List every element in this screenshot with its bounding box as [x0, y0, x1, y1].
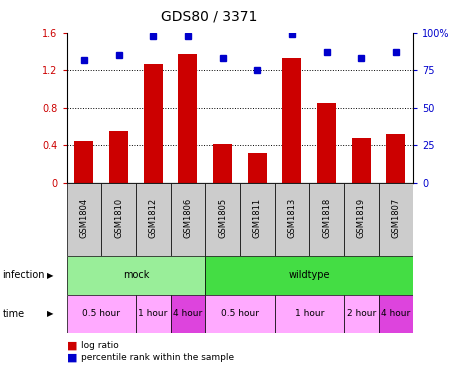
- Text: mock: mock: [123, 270, 149, 280]
- Text: GSM1812: GSM1812: [149, 198, 158, 238]
- Bar: [240, 183, 275, 256]
- Text: infection: infection: [2, 270, 45, 280]
- Bar: [66, 256, 205, 295]
- Bar: [309, 183, 344, 256]
- Bar: [213, 143, 232, 183]
- Bar: [143, 64, 163, 183]
- Bar: [171, 295, 205, 333]
- Text: 1 hour: 1 hour: [294, 309, 324, 318]
- Text: ▶: ▶: [47, 271, 53, 280]
- Text: GSM1804: GSM1804: [79, 198, 88, 238]
- Text: 4 hour: 4 hour: [381, 309, 410, 318]
- Bar: [275, 295, 344, 333]
- Text: GSM1818: GSM1818: [322, 198, 331, 238]
- Bar: [205, 295, 275, 333]
- Bar: [178, 53, 198, 183]
- Bar: [344, 295, 379, 333]
- Text: percentile rank within the sample: percentile rank within the sample: [81, 354, 234, 362]
- Bar: [352, 138, 371, 183]
- Text: 4 hour: 4 hour: [173, 309, 202, 318]
- Text: 0.5 hour: 0.5 hour: [82, 309, 120, 318]
- Bar: [205, 256, 413, 295]
- Text: GSM1810: GSM1810: [114, 198, 123, 238]
- Bar: [66, 295, 136, 333]
- Text: GSM1807: GSM1807: [391, 198, 400, 238]
- Bar: [74, 141, 94, 183]
- Bar: [109, 131, 128, 183]
- Bar: [205, 183, 240, 256]
- Bar: [379, 295, 413, 333]
- Text: 1 hour: 1 hour: [139, 309, 168, 318]
- Text: 0.5 hour: 0.5 hour: [221, 309, 259, 318]
- Bar: [317, 103, 336, 183]
- Bar: [344, 183, 379, 256]
- Text: wildtype: wildtype: [288, 270, 330, 280]
- Text: GSM1805: GSM1805: [218, 198, 227, 238]
- Bar: [101, 183, 136, 256]
- Text: GSM1813: GSM1813: [287, 198, 296, 238]
- Bar: [379, 183, 413, 256]
- Bar: [282, 58, 302, 183]
- Text: GDS80 / 3371: GDS80 / 3371: [161, 10, 257, 24]
- Bar: [275, 183, 309, 256]
- Text: GSM1806: GSM1806: [183, 198, 192, 238]
- Bar: [386, 134, 406, 183]
- Bar: [171, 183, 205, 256]
- Text: ■: ■: [66, 341, 77, 351]
- Text: ■: ■: [66, 353, 77, 363]
- Bar: [136, 295, 171, 333]
- Text: time: time: [2, 309, 25, 319]
- Bar: [66, 183, 101, 256]
- Text: ▶: ▶: [47, 309, 53, 318]
- Text: 2 hour: 2 hour: [347, 309, 376, 318]
- Bar: [136, 183, 171, 256]
- Text: GSM1819: GSM1819: [357, 198, 366, 238]
- Bar: [247, 153, 267, 183]
- Text: log ratio: log ratio: [81, 341, 118, 350]
- Text: GSM1811: GSM1811: [253, 198, 262, 238]
